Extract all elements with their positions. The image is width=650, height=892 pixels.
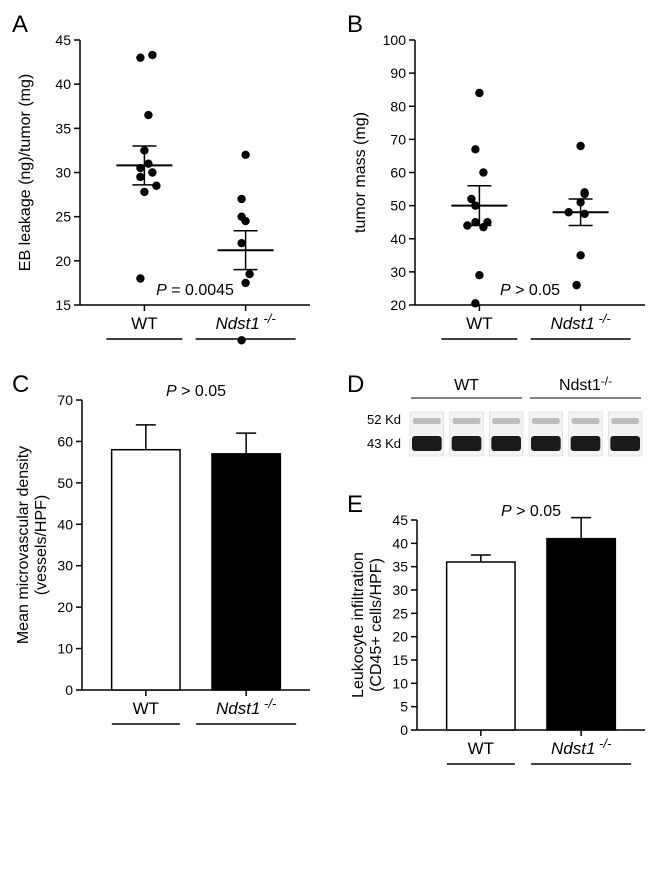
svg-text:30: 30 [57, 558, 73, 574]
scatter-chart-b: B 20 30 40 50 60 70 80 90 100 tumor mass (mg) P > 0… [345, 10, 650, 360]
svg-text:Mean microvascular density: Mean microvascular density [15, 446, 32, 644]
right-col-de: D WT Ndst1-/- 52 Kd 43 Kd E 0 5 10 15 20 25 30 35 40 4… [345, 370, 650, 780]
svg-text:EB leakage (ng)/tumor (mg): EB leakage (ng)/tumor (mg) [17, 74, 34, 271]
svg-text:D: D [347, 371, 364, 398]
bar-chart-c: C 0 10 20 30 40 50 60 70 Mean microvascular densi… [10, 370, 320, 740]
svg-text:40: 40 [57, 516, 73, 532]
svg-text:60: 60 [57, 433, 73, 449]
panel-e: E 0 5 10 15 20 25 30 35 40 45 Leukocyte infiltratio… [345, 490, 650, 780]
svg-text:E: E [347, 491, 363, 518]
svg-text:60: 60 [390, 165, 406, 181]
svg-text:A: A [12, 11, 28, 38]
svg-text:WT: WT [468, 739, 494, 758]
svg-text:0: 0 [65, 682, 73, 698]
svg-text:0: 0 [400, 722, 408, 738]
svg-text:25: 25 [55, 209, 71, 225]
svg-text:35: 35 [392, 559, 408, 575]
svg-text:52 Kd: 52 Kd [367, 412, 401, 427]
svg-text:10: 10 [57, 641, 73, 657]
svg-text:5: 5 [400, 699, 408, 715]
svg-text:Ndst1-/-: Ndst1-/- [559, 374, 612, 394]
svg-text:20: 20 [57, 599, 73, 615]
svg-text:10: 10 [392, 675, 408, 691]
svg-text:70: 70 [57, 392, 73, 408]
svg-text:(CD45+ cells/HPF): (CD45+ cells/HPF) [368, 558, 385, 692]
svg-text:90: 90 [390, 65, 406, 81]
figure-grid: A 15 20 25 30 35 40 45 EB leakage (ng)/tumor (mg… [10, 10, 650, 790]
svg-text:B: B [347, 11, 363, 38]
svg-text:15: 15 [392, 652, 408, 668]
svg-text:Ndst1 -/-: Ndst1 -/- [216, 696, 277, 718]
bar-chart-e: E 0 5 10 15 20 25 30 35 40 45 Leukocyte infiltratio… [345, 490, 650, 780]
svg-text:WT: WT [454, 377, 479, 394]
svg-text:40: 40 [392, 535, 408, 551]
svg-text:WT: WT [466, 314, 492, 333]
svg-text:80: 80 [390, 98, 406, 114]
svg-text:35: 35 [55, 120, 71, 136]
svg-text:40: 40 [55, 76, 71, 92]
panel-b: B 20 30 40 50 60 70 80 90 100 tumor mass (mg) P > 0… [345, 10, 650, 360]
western-blot-d: D WT Ndst1-/- 52 Kd 43 Kd [345, 370, 650, 480]
svg-text:P = 0.0045: P = 0.0045 [156, 282, 234, 299]
panel-c: C 0 10 20 30 40 50 60 70 Mean microvascular densi… [10, 370, 325, 780]
svg-text:WT: WT [133, 699, 159, 718]
svg-text:30: 30 [392, 582, 408, 598]
svg-text:50: 50 [390, 198, 406, 214]
svg-text:Leukocyte infiltration: Leukocyte infiltration [350, 552, 367, 698]
svg-text:70: 70 [390, 131, 406, 147]
svg-text:15: 15 [55, 297, 71, 313]
panel-d: D WT Ndst1-/- 52 Kd 43 Kd [345, 370, 650, 480]
svg-text:50: 50 [57, 475, 73, 491]
svg-text:C: C [12, 371, 29, 398]
svg-text:WT: WT [131, 314, 157, 333]
svg-text:25: 25 [392, 605, 408, 621]
svg-text:20: 20 [390, 297, 406, 313]
svg-text:45: 45 [392, 512, 408, 528]
svg-text:43 Kd: 43 Kd [367, 436, 401, 451]
svg-text:P > 0.05: P > 0.05 [501, 503, 561, 520]
svg-text:40: 40 [390, 231, 406, 247]
svg-text:(vessels/HPF): (vessels/HPF) [33, 495, 50, 595]
svg-text:Ndst1 -/-: Ndst1 -/- [215, 311, 276, 333]
svg-text:20: 20 [55, 253, 71, 269]
svg-text:Ndst1 -/-: Ndst1 -/- [551, 736, 612, 758]
svg-text:P > 0.05: P > 0.05 [500, 282, 560, 299]
svg-text:Ndst1 -/-: Ndst1 -/- [550, 311, 611, 333]
svg-text:45: 45 [55, 32, 71, 48]
svg-text:P > 0.05: P > 0.05 [166, 383, 226, 400]
svg-text:30: 30 [390, 264, 406, 280]
svg-text:100: 100 [383, 32, 407, 48]
svg-text:30: 30 [55, 165, 71, 181]
svg-text:20: 20 [392, 629, 408, 645]
svg-text:tumor mass (mg): tumor mass (mg) [352, 112, 369, 233]
scatter-chart-a: A 15 20 25 30 35 40 45 EB leakage (ng)/tumor (mg… [10, 10, 320, 360]
panel-a: A 15 20 25 30 35 40 45 EB leakage (ng)/tumor (mg… [10, 10, 325, 360]
